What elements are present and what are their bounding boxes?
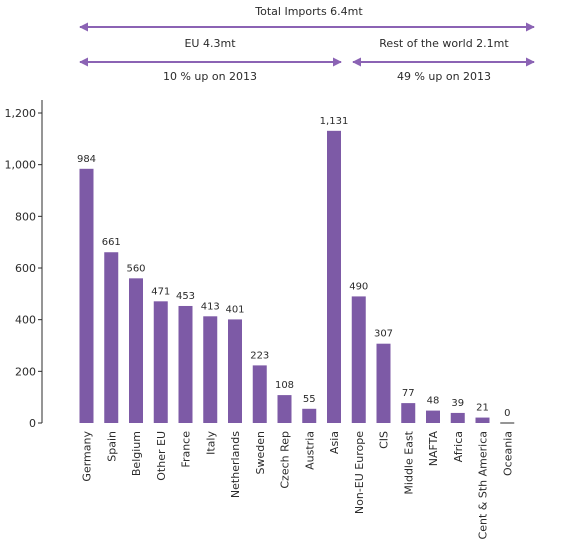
total-imports-label: Total Imports 6.4mt bbox=[254, 5, 363, 18]
value-label: 1,131 bbox=[320, 116, 349, 127]
y-axis: 0 200 400 600 800 1,000 1,200 bbox=[5, 100, 43, 430]
value-label: 21 bbox=[476, 403, 489, 414]
y-tick-label: 0 bbox=[29, 417, 36, 430]
bar-africa bbox=[450, 412, 465, 423]
bars bbox=[79, 130, 515, 424]
value-label: 413 bbox=[201, 301, 220, 312]
rest-of-world-label: Rest of the world 2.1mt bbox=[379, 37, 509, 50]
category-label: Sweden bbox=[254, 431, 267, 474]
bar-netherlands bbox=[228, 319, 242, 423]
bar-other-eu bbox=[153, 301, 168, 423]
span-annotations: Total Imports 6.4mt EU 4.3mt 10 % up on … bbox=[79, 5, 535, 83]
bar-germany bbox=[79, 168, 94, 423]
eu-change-label: 10 % up on 2013 bbox=[163, 70, 257, 83]
value-labels: 984 661 560 471 453 413 401 223 108 55 1,131 490 307… bbox=[77, 116, 510, 419]
value-label: 984 bbox=[77, 154, 96, 165]
category-label: Other EU bbox=[155, 431, 168, 481]
value-label: 307 bbox=[374, 329, 393, 340]
value-label: 0 bbox=[504, 408, 510, 419]
eu-total-label: EU 4.3mt bbox=[184, 37, 236, 50]
category-label: Middle East bbox=[402, 430, 415, 494]
category-label: Czech Rep bbox=[279, 431, 292, 489]
bar-czech-rep bbox=[277, 395, 292, 423]
value-label: 490 bbox=[349, 281, 368, 292]
y-tick-label: 200 bbox=[15, 365, 36, 378]
category-label: Non-EU Europe bbox=[353, 431, 366, 514]
bar-nafta bbox=[426, 410, 440, 423]
bar-sweden bbox=[252, 365, 267, 423]
category-label: Belgium bbox=[130, 431, 143, 476]
value-label: 77 bbox=[402, 388, 415, 399]
y-axis-ticks: 0 200 400 600 800 1,000 1,200 bbox=[5, 107, 42, 430]
category-label: Spain bbox=[105, 431, 118, 462]
y-tick-label: 1,200 bbox=[5, 107, 37, 120]
value-label: 453 bbox=[176, 291, 195, 302]
y-tick-label: 600 bbox=[15, 262, 36, 275]
bar-non-eu-europe bbox=[351, 296, 366, 423]
category-label: NAFTA bbox=[427, 431, 440, 467]
category-label: Austria bbox=[303, 431, 316, 470]
value-label: 48 bbox=[427, 396, 440, 407]
y-tick-label: 400 bbox=[15, 314, 36, 327]
bar-spain bbox=[104, 252, 119, 423]
bar-france bbox=[178, 305, 193, 423]
category-labels: Germany Spain Belgium Other EU France Italy Ne… bbox=[81, 430, 515, 539]
bar-italy bbox=[203, 316, 218, 423]
bar-middle-east bbox=[401, 403, 416, 423]
value-label: 108 bbox=[275, 380, 294, 391]
y-tick-label: 800 bbox=[15, 210, 36, 223]
category-label: Oceania bbox=[501, 431, 514, 476]
bar-belgium bbox=[129, 278, 143, 423]
bar-cent-sth-america bbox=[475, 417, 490, 423]
value-label: 661 bbox=[102, 237, 121, 248]
category-label: Cent & Sth America bbox=[477, 431, 490, 539]
y-tick-label: 1,000 bbox=[5, 159, 37, 172]
value-label: 39 bbox=[451, 398, 464, 409]
value-label: 223 bbox=[250, 350, 269, 361]
bar-asia bbox=[327, 130, 341, 423]
category-label: Italy bbox=[204, 431, 217, 455]
value-label: 55 bbox=[303, 394, 316, 405]
value-label: 560 bbox=[126, 263, 145, 274]
value-label: 471 bbox=[151, 286, 170, 297]
category-label: CIS bbox=[378, 431, 391, 449]
rest-of-world-change-label: 49 % up on 2013 bbox=[397, 70, 491, 83]
bar-cis bbox=[376, 343, 391, 423]
category-label: Germany bbox=[81, 431, 94, 482]
category-label: Netherlands bbox=[229, 431, 242, 498]
category-label: Africa bbox=[452, 431, 465, 462]
category-label: Asia bbox=[328, 431, 341, 454]
bar-austria bbox=[302, 408, 317, 423]
category-label: France bbox=[180, 431, 193, 468]
value-label: 401 bbox=[225, 304, 244, 315]
